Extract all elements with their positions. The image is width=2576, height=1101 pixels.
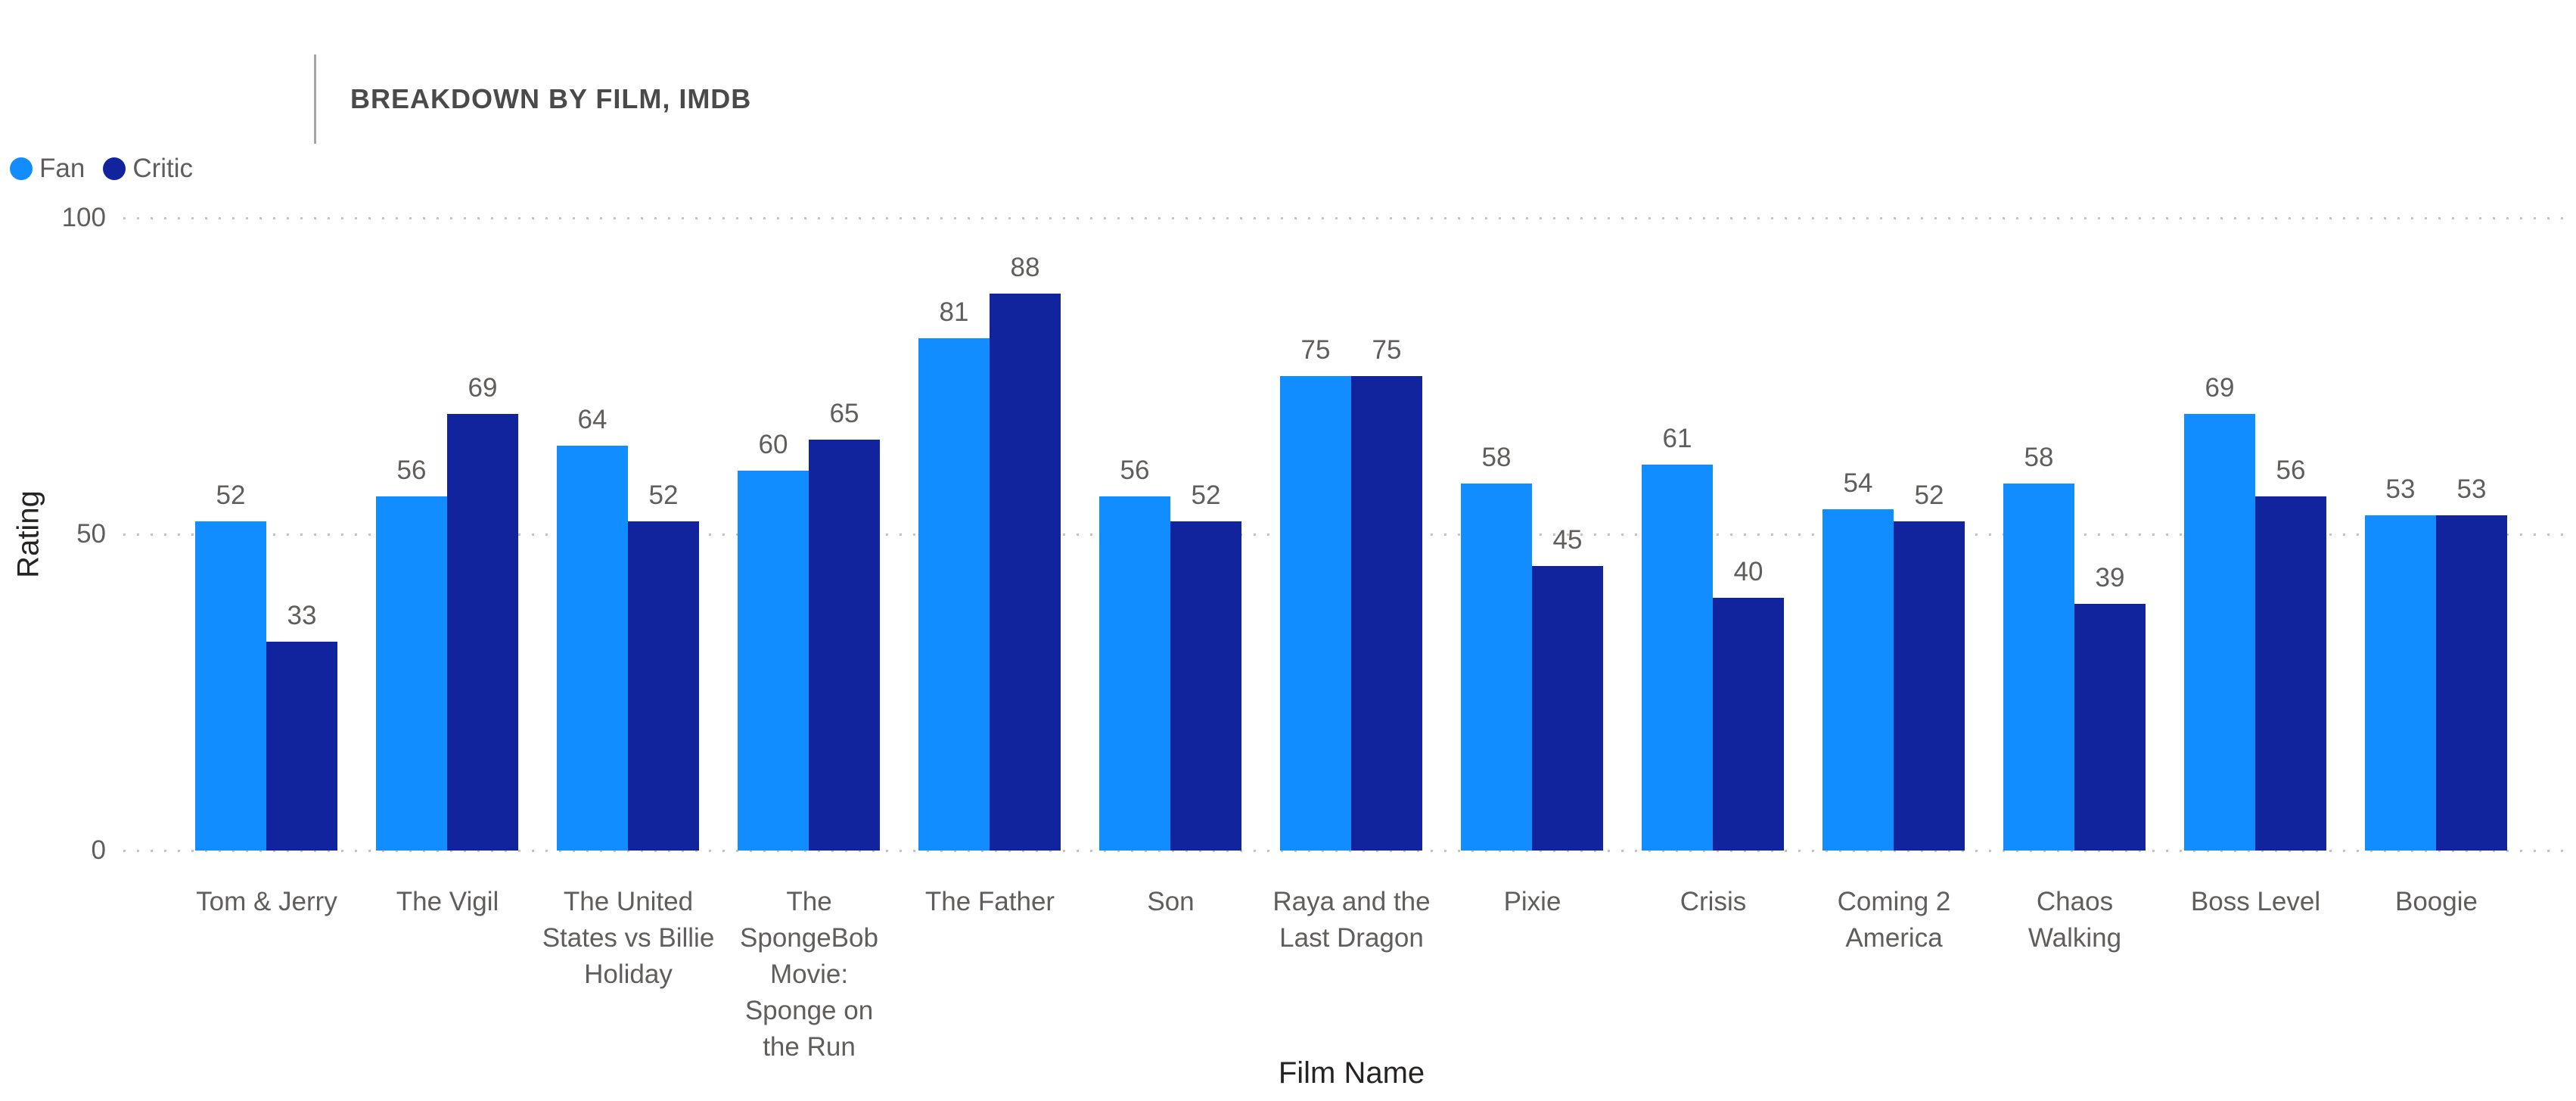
bar-value-label: 52: [648, 481, 679, 510]
x-axis-category-label: Coming 2 America: [1837, 887, 1951, 953]
bar-value-label: 45: [1552, 525, 1583, 555]
bar-critic[interactable]: [1894, 521, 1965, 851]
x-axis-category-label: Tom & Jerry: [196, 887, 337, 916]
bar-value-label: 64: [577, 405, 607, 434]
bar-value-label: 52: [216, 481, 246, 510]
bar-fan[interactable]: [1642, 465, 1713, 851]
bar-fan[interactable]: [1099, 496, 1170, 851]
y-axis-tick-label-50: 50: [76, 519, 106, 549]
bar-value-label: 69: [2205, 373, 2235, 403]
x-axis-category-label: Crisis: [1680, 887, 1747, 916]
bar-critic[interactable]: [2255, 496, 2326, 851]
chart-title: BREAKDOWN BY FILM, IMDB: [350, 83, 752, 114]
x-axis-category-label: Raya and the Last Dragon: [1272, 887, 1431, 953]
bar-value-label: 75: [1372, 335, 1402, 365]
x-axis-title: Film Name: [1278, 1056, 1425, 1090]
bar-value-label: 56: [1120, 456, 1150, 485]
title-divider: [314, 54, 316, 144]
bar-fan[interactable]: [2365, 515, 2436, 851]
bar-value-label: 53: [2385, 474, 2416, 504]
gridline-0: [123, 850, 2568, 852]
bar-critic[interactable]: [2436, 515, 2507, 851]
gridline-100: [123, 217, 2568, 219]
bar-value-label: 58: [2024, 443, 2054, 472]
bar-critic[interactable]: [1170, 521, 1241, 851]
bar-critic[interactable]: [809, 440, 880, 851]
y-axis-tick-label-100: 100: [61, 203, 106, 232]
legend-dot-icon: [103, 157, 126, 180]
bar-value-label: 60: [758, 430, 788, 459]
x-axis-category-label: The Vigil: [396, 887, 499, 916]
bar-value-label: 33: [287, 601, 317, 630]
bar-value-label: 58: [1481, 443, 1512, 472]
bar-value-label: 52: [1191, 481, 1221, 510]
legend: Fan Critic: [10, 151, 211, 186]
bar-critic[interactable]: [990, 294, 1061, 851]
x-axis-category-label: The Father: [924, 887, 1055, 916]
bar-value-label: 88: [1010, 253, 1040, 282]
bar-value-label: 39: [2095, 563, 2125, 592]
bar-value-label: 61: [1662, 424, 1692, 453]
x-axis-category-label: Pixie: [1503, 887, 1561, 916]
bar-critic[interactable]: [1351, 376, 1422, 851]
bar-value-label: 56: [2276, 456, 2306, 485]
bar-value-label: 81: [939, 297, 969, 327]
legend-item-fan[interactable]: Fan: [10, 154, 85, 184]
bar-fan[interactable]: [557, 446, 628, 851]
bar-value-label: 54: [1843, 468, 1873, 498]
bar-value-label: 40: [1733, 557, 1763, 586]
legend-item-critic[interactable]: Critic: [103, 154, 193, 184]
bar-value-label: 69: [468, 373, 498, 403]
legend-label: Fan: [39, 154, 85, 183]
legend-dot-icon: [10, 157, 33, 180]
bar-fan[interactable]: [918, 338, 990, 851]
legend-label: Critic: [132, 154, 194, 183]
bar-critic[interactable]: [266, 642, 337, 851]
x-axis-category-label: Boss Level: [2190, 887, 2321, 916]
bar-value-label: 53: [2456, 474, 2487, 504]
bar-fan[interactable]: [2184, 414, 2255, 851]
x-axis-category-label: Boogie: [2395, 887, 2478, 916]
bar-fan[interactable]: [1822, 509, 1894, 851]
bar-fan[interactable]: [376, 496, 447, 851]
bar-fan[interactable]: [1280, 376, 1351, 851]
bar-critic[interactable]: [628, 521, 699, 851]
bar-fan[interactable]: [738, 471, 809, 851]
bar-value-label: 65: [829, 399, 859, 428]
bar-critic[interactable]: [1713, 598, 1784, 851]
bar-fan[interactable]: [195, 521, 266, 851]
x-axis-category-label: Chaos Walking: [2028, 887, 2122, 953]
x-axis-category-label: The SpongeBob Movie: Sponge on the Run: [740, 887, 878, 1062]
y-axis-tick-label-0: 0: [91, 835, 106, 865]
x-axis-category-label: Son: [1147, 887, 1195, 916]
bar-value-label: 75: [1300, 335, 1331, 365]
bar-fan[interactable]: [1461, 484, 1532, 851]
bar-critic[interactable]: [447, 414, 518, 851]
bar-value-label: 52: [1914, 481, 1944, 510]
bar-value-label: 56: [396, 456, 427, 485]
y-axis-title: Rating: [11, 490, 45, 578]
x-axis-category-label: The United States vs Billie Holiday: [542, 887, 715, 989]
bar-critic[interactable]: [1532, 566, 1603, 851]
bar-critic[interactable]: [2074, 604, 2146, 851]
bar-fan[interactable]: [2003, 484, 2074, 851]
